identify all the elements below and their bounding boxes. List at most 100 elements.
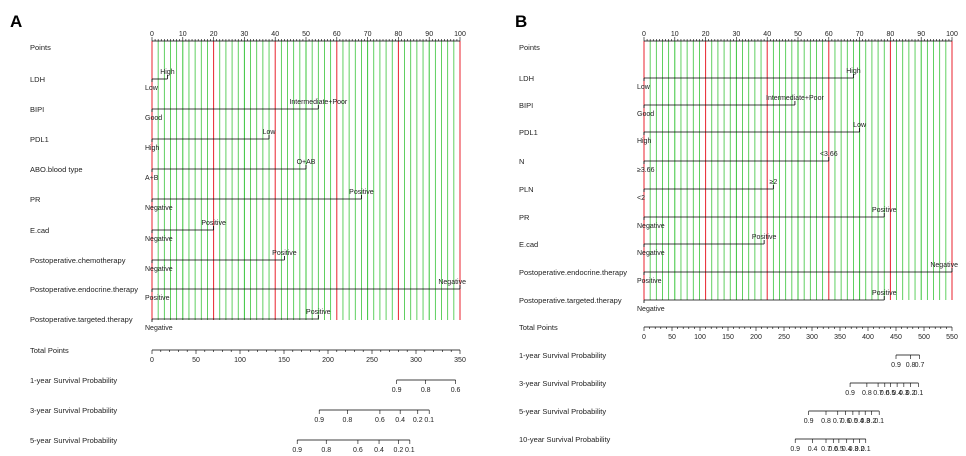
level-label: Positive [872,290,897,297]
survival-tick-label: 0.7 [873,390,883,397]
level-label: Intermediate+Poor [766,95,824,102]
total-points-tick-label: 500 [918,334,930,341]
variable-label: LDH [519,74,534,83]
survival-tick-label: 0.2 [866,418,876,425]
level-label: Low [263,129,277,136]
survival-tick-label: 0.3 [860,418,870,425]
level-label: A+B [145,175,159,182]
survival-tick-label: 0.4 [892,390,902,397]
level-label: Positive [872,207,897,214]
points-tick-label: 30 [733,31,741,38]
total-points-tick-label: 50 [668,334,676,341]
total-points-tick-label: 150 [722,334,734,341]
level-label: Good [637,111,654,118]
survival-scale-label: 3-year Survival Probability [519,379,606,388]
variable-label: Postoperative.chemotherapy [30,256,126,265]
level-label: Negative [637,223,665,230]
points-tick-label: 40 [763,31,771,38]
survival-scale-label: 1-year Survival Probability [30,376,117,385]
survival-scale-label: 3-year Survival Probability [30,406,117,415]
points-tick-label: 10 [179,31,187,38]
survival-tick-label: 0.7 [821,446,831,453]
survival-tick-label: 0.2 [855,446,865,453]
level-label: Low [145,85,159,92]
points-axis-label: Points [30,43,51,52]
points-tick-label: 100 [454,31,466,38]
level-label: Negative [930,262,958,269]
total-points-tick-label: 100 [234,357,246,364]
variable-label: PDL1 [519,128,538,137]
variable-label: E.cad [519,240,538,249]
points-tick-label: 90 [425,31,433,38]
survival-tick-label: 0.9 [392,387,402,394]
points-tick-label: 70 [856,31,864,38]
variable-label: PR [519,213,530,222]
level-label: Positive [145,295,170,302]
level-label: Good [145,115,162,122]
level-label: Negative [637,306,665,313]
survival-tick-label: 0.9 [790,446,800,453]
level-label: Positive [272,250,297,257]
points-tick-label: 50 [794,31,802,38]
level-label: Positive [349,189,374,196]
total-points-tick-label: 50 [192,357,200,364]
points-tick-label: 90 [917,31,925,38]
points-tick-label: 40 [271,31,279,38]
points-tick-label: 0 [150,31,154,38]
survival-tick-label: 0.4 [842,446,852,453]
level-label: Low [637,84,651,91]
points-tick-label: 80 [887,31,895,38]
variable-label: E.cad [30,226,49,235]
survival-tick-label: 0.6 [841,418,851,425]
survival-tick-label: 0.8 [906,362,916,369]
survival-tick-label: 0.5 [834,446,844,453]
points-axis-label: Points [519,43,540,52]
points-tick-label: 30 [241,31,249,38]
level-label: Negative [438,279,466,286]
variable-label: Postoperative.targeted.therapy [519,296,622,305]
survival-tick-label: 0.3 [899,390,909,397]
level-label: High [160,69,175,76]
survival-tick-label: 0.6 [375,417,385,424]
survival-tick-label: 0.2 [394,447,404,454]
level-label: ≥3.66 [637,167,655,174]
panel-b-letter: B [515,12,527,31]
total-points-tick-label: 400 [862,334,874,341]
variable-label: BIPI [519,101,533,110]
points-tick-label: 80 [395,31,403,38]
level-label: Intermediate+Poor [289,99,347,106]
level-label: Positive [637,278,662,285]
points-tick-label: 60 [825,31,833,38]
survival-tick-label: 0.1 [405,447,415,454]
points-tick-label: 100 [946,31,958,38]
survival-tick-label: 0.1 [874,418,884,425]
level-label: <2 [637,195,645,202]
total-points-tick-label: 0 [150,357,154,364]
panel-a: Points 0 10 20 30 40 50 60 70 80 90 100 LDH High Low BI… [30,31,466,454]
variable-label: ABO.blood type [30,165,83,174]
survival-tick-label: 0.6 [880,390,890,397]
survival-tick-label: 0.2 [906,390,916,397]
survival-tick-label: 0.7 [833,418,843,425]
level-label: Low [853,122,867,129]
panel-a-letter: A [10,12,22,31]
variable-label: LDH [30,75,45,84]
level-label: Positive [201,220,226,227]
level-label: High [846,68,861,75]
total-points-tick-label: 300 [410,357,422,364]
points-tick-label: 20 [210,31,218,38]
survival-tick-label: 0.7 [915,362,925,369]
survival-tick-label: 0.8 [421,387,431,394]
survival-scale-label: 10-year Survival Probability [519,435,611,444]
points-tick-label: 20 [702,31,710,38]
total-points-tick-label: 250 [366,357,378,364]
level-label: High [145,145,160,152]
level-label: High [637,138,652,145]
variable-label: PDL1 [30,135,49,144]
survival-scale-label: 5-year Survival Probability [519,407,606,416]
survival-tick-label: 0.8 [321,447,331,454]
total-points-tick-label: 0 [642,334,646,341]
points-tick-label: 70 [364,31,372,38]
variable-label: Postoperative.endocrine.therapy [519,268,627,277]
